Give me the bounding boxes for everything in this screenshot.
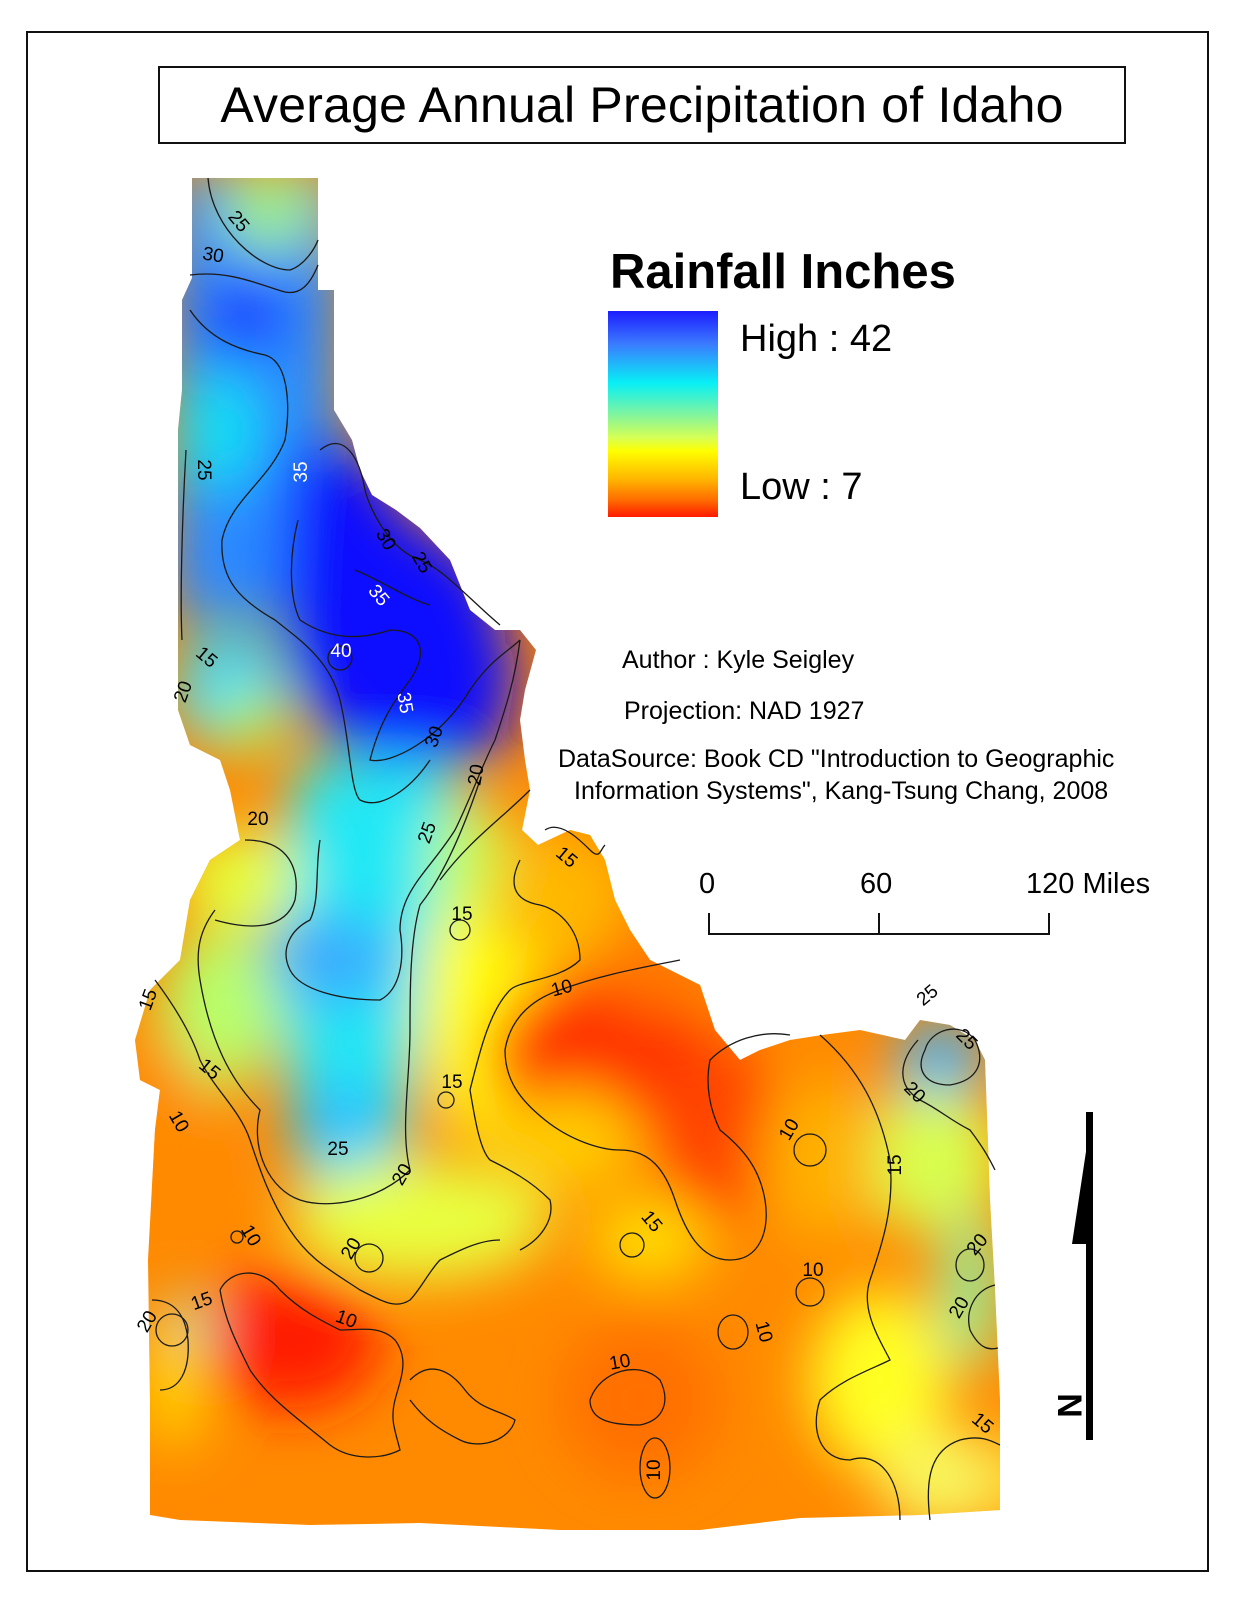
title-box: Average Annual Precipitation of Idaho	[158, 66, 1126, 144]
legend-color-ramp	[608, 311, 718, 517]
precipitation-surface	[135, 178, 1000, 1530]
contour-label: 15	[885, 1154, 906, 1175]
datasource-line-1: DataSource: Book CD "Introduction to Geo…	[558, 745, 1115, 773]
map-frame	[26, 31, 1209, 1572]
legend-high-label: High : 42	[740, 318, 893, 360]
legend-low-label: Low : 7	[740, 466, 863, 508]
contour-label: 30	[201, 243, 225, 267]
scale-tick-120: 120 Miles	[1026, 868, 1151, 900]
contour-label: 15	[451, 904, 472, 925]
contour-label: 20	[464, 763, 488, 787]
datasource-line-2: Information Systems", Kang-Tsung Chang, …	[574, 777, 1109, 805]
scale-bar	[708, 913, 1050, 935]
scale-tick-60: 60	[860, 868, 893, 900]
north-arrow-icon	[1072, 1112, 1093, 1440]
projection-text: Projection: NAD 1927	[624, 697, 865, 725]
contour-label: 25	[193, 459, 214, 480]
scale-tick-0: 0	[699, 868, 716, 900]
contour-label: 10	[644, 1459, 665, 1480]
author-text: Author : Kyle Seigley	[622, 646, 855, 674]
legend-title: Rainfall Inches	[610, 245, 956, 299]
contour-label: 40	[330, 641, 351, 662]
contour-label: 25	[327, 1139, 348, 1160]
contour-label: 35	[392, 691, 416, 715]
contour-label: 25	[913, 981, 943, 1011]
map-title: Average Annual Precipitation of Idaho	[220, 77, 1064, 133]
contour-label: 35	[291, 461, 312, 482]
contour-label: 10	[802, 1260, 823, 1281]
contour-label: 10	[608, 1350, 632, 1374]
north-label: N	[1049, 1393, 1088, 1418]
contour-label: 20	[247, 809, 268, 830]
contour-label: 15	[441, 1072, 462, 1093]
contour-lines	[151, 177, 1001, 1521]
